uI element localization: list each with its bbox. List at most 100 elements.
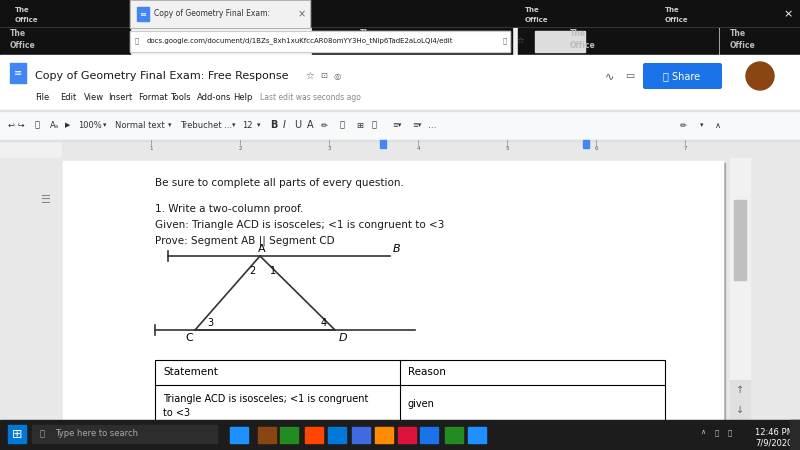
Bar — [280, 427, 298, 443]
Text: 3: 3 — [327, 147, 331, 152]
Bar — [352, 427, 370, 443]
Text: The: The — [525, 7, 540, 13]
Bar — [468, 427, 486, 443]
Text: Office: Office — [570, 41, 596, 50]
Bar — [0, 110, 800, 111]
Text: ▶: ▶ — [65, 122, 70, 128]
Text: Office: Office — [730, 41, 756, 50]
Text: A: A — [307, 120, 314, 130]
Text: ✏: ✏ — [321, 121, 328, 130]
Text: ≡▾: ≡▾ — [412, 122, 422, 128]
Text: ▾: ▾ — [232, 122, 235, 128]
Text: Edit: Edit — [60, 93, 76, 102]
Text: 7: 7 — [684, 147, 687, 152]
Text: The: The — [360, 30, 376, 39]
Text: ≡▾: ≡▾ — [392, 122, 402, 128]
Text: 🔗: 🔗 — [340, 121, 345, 130]
Text: ☆: ☆ — [305, 71, 314, 81]
Text: docs.google.com/document/d/1BZs_8xh1xuKfccAR08omYY3Ho_tNlp6TadE2aLoLQI4/edit: docs.google.com/document/d/1BZs_8xh1xuKf… — [147, 38, 454, 45]
Text: Help: Help — [233, 93, 252, 102]
Text: Office: Office — [360, 41, 386, 50]
Text: ⊞: ⊞ — [12, 428, 22, 441]
Text: …: … — [428, 121, 437, 130]
Bar — [0, 0, 800, 28]
Text: 4: 4 — [417, 147, 420, 152]
Text: given: given — [408, 399, 435, 409]
FancyBboxPatch shape — [643, 63, 722, 89]
Text: The: The — [10, 30, 26, 39]
Text: 12: 12 — [242, 121, 253, 130]
Bar — [328, 427, 346, 443]
Text: Be sure to complete all parts of every question.: Be sure to complete all parts of every q… — [155, 178, 404, 188]
Bar — [130, 0, 310, 28]
Text: 3: 3 — [207, 318, 213, 328]
Circle shape — [746, 62, 774, 90]
Bar — [518, 28, 718, 55]
Text: ↩ ↪: ↩ ↪ — [8, 121, 25, 130]
Text: C: C — [186, 333, 193, 343]
Text: D: D — [339, 333, 348, 343]
Text: Tools: Tools — [170, 93, 190, 102]
Bar — [734, 200, 746, 280]
Text: Triangle ACD is isosceles; <1 is congruent: Triangle ACD is isosceles; <1 is congrue… — [163, 394, 368, 404]
Bar — [130, 31, 510, 52]
Text: The: The — [570, 30, 586, 39]
Bar — [380, 140, 386, 148]
Bar — [155, 360, 665, 442]
Text: 🖨: 🖨 — [35, 121, 40, 130]
Text: 🔒 Share: 🔒 Share — [663, 71, 701, 81]
Text: The: The — [730, 30, 746, 39]
Text: B: B — [270, 120, 278, 130]
Bar — [65, 163, 725, 448]
Text: ▾: ▾ — [700, 122, 703, 128]
Text: I: I — [283, 120, 286, 130]
Text: 1: 1 — [150, 147, 153, 152]
Bar — [0, 140, 800, 158]
Text: 5: 5 — [506, 147, 509, 152]
Text: Insert: Insert — [108, 93, 132, 102]
Text: 12:46 PM: 12:46 PM — [755, 428, 794, 437]
Text: Trebuchet ...: Trebuchet ... — [180, 121, 232, 130]
Bar — [0, 420, 800, 450]
Text: 🔍: 🔍 — [503, 38, 507, 44]
Text: Last edit was seconds ago: Last edit was seconds ago — [260, 93, 361, 102]
Text: The: The — [15, 7, 30, 13]
Bar — [63, 161, 723, 446]
Bar — [0, 110, 800, 140]
Text: ×: × — [783, 9, 793, 19]
Text: The: The — [665, 7, 680, 13]
Bar — [0, 158, 800, 450]
Text: Prove: Segment AB || Segment CD: Prove: Segment AB || Segment CD — [155, 236, 334, 247]
Text: 🖼: 🖼 — [372, 121, 377, 130]
Text: 📶: 📶 — [728, 429, 732, 436]
Bar — [730, 400, 750, 420]
Text: ☆: ☆ — [516, 36, 524, 45]
Text: ⊡: ⊡ — [320, 72, 327, 81]
Text: ◎: ◎ — [333, 72, 340, 81]
Text: B: B — [393, 244, 401, 254]
Text: 4: 4 — [321, 318, 327, 328]
Bar — [130, 31, 510, 52]
Text: Normal text: Normal text — [115, 121, 165, 130]
Bar — [730, 380, 750, 400]
Bar — [130, 0, 310, 28]
Text: ≡: ≡ — [14, 68, 22, 78]
Text: Aₐ: Aₐ — [50, 121, 59, 130]
Text: ≡: ≡ — [139, 9, 146, 18]
Text: ∧: ∧ — [715, 121, 721, 130]
Bar — [0, 55, 800, 110]
Text: Office: Office — [10, 41, 36, 50]
Text: ∧: ∧ — [700, 429, 705, 435]
Bar — [62, 140, 800, 158]
Text: 2: 2 — [238, 147, 242, 152]
Text: ↑: ↑ — [736, 385, 744, 395]
Text: 6: 6 — [594, 147, 598, 152]
Text: 1. Write a two-column proof.: 1. Write a two-column proof. — [155, 204, 303, 214]
Text: ×: × — [298, 9, 306, 19]
Text: 🔒: 🔒 — [135, 38, 139, 44]
Bar — [137, 7, 149, 21]
Bar — [305, 427, 323, 443]
Bar — [8, 425, 26, 443]
Text: ☰: ☰ — [40, 195, 50, 205]
Text: A: A — [258, 244, 266, 254]
